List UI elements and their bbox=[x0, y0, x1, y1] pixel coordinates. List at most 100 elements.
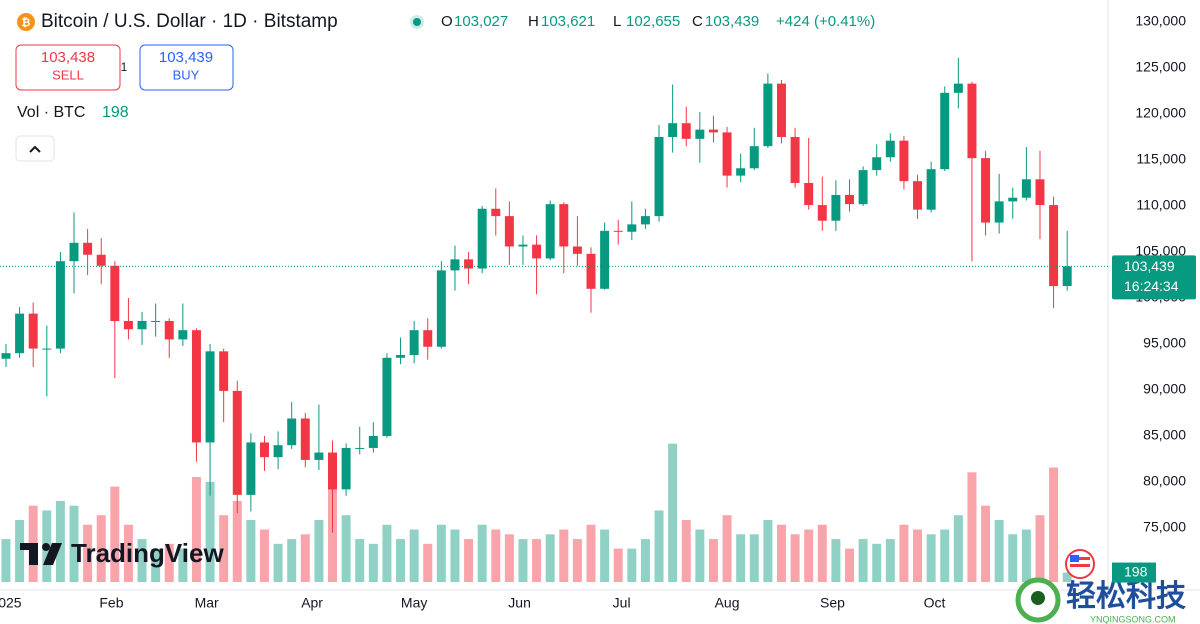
ohlc-label: C bbox=[692, 13, 703, 30]
buy-price: 103,439 bbox=[159, 49, 213, 66]
volume-bar bbox=[232, 500, 242, 582]
logo-text: TradingView bbox=[71, 538, 224, 568]
candle-body bbox=[504, 216, 514, 247]
y-tick-label: 90,000 bbox=[1143, 381, 1186, 397]
watermark-url: YNQINGSONG.COM bbox=[1090, 614, 1176, 624]
candle-body bbox=[205, 351, 215, 443]
candle-body bbox=[981, 158, 991, 223]
candle-body bbox=[477, 208, 487, 269]
sell-button[interactable] bbox=[15, 44, 121, 91]
candle-body bbox=[491, 208, 501, 217]
price-tag-countdown: 16:24:34 bbox=[1124, 278, 1179, 294]
volume-bar bbox=[1049, 467, 1059, 582]
ohlc-value: 103,439 bbox=[705, 13, 759, 30]
volume-bar bbox=[287, 539, 297, 582]
candle-body bbox=[545, 204, 555, 259]
volume-bar bbox=[436, 524, 446, 582]
candle-body bbox=[831, 194, 841, 221]
volume-bar bbox=[123, 524, 133, 582]
candle-body bbox=[314, 452, 324, 460]
volume-tag bbox=[1112, 562, 1156, 583]
y-tick-label: 80,000 bbox=[1143, 473, 1186, 489]
candle-body bbox=[708, 129, 718, 133]
x-tick-label: Oct bbox=[924, 595, 946, 611]
volume-bar bbox=[1008, 534, 1018, 582]
candle-body bbox=[137, 320, 147, 330]
volume-bar bbox=[953, 515, 963, 582]
volume-title: Vol · BTC bbox=[17, 104, 85, 121]
candle-body bbox=[736, 168, 746, 176]
buy-label: BUY bbox=[173, 67, 200, 82]
volume-bar bbox=[15, 519, 25, 582]
candle-body bbox=[464, 259, 474, 269]
candle-body bbox=[110, 265, 120, 321]
volume-bar bbox=[300, 534, 310, 582]
x-tick-label: Aug bbox=[715, 595, 740, 611]
volume-bar bbox=[1062, 572, 1072, 582]
volume-bar bbox=[708, 539, 718, 582]
volume-bar bbox=[314, 519, 324, 582]
y-tick-label: 110,000 bbox=[1136, 197, 1186, 213]
volume-bar bbox=[668, 443, 678, 582]
volume-bar bbox=[763, 519, 773, 582]
candle-body bbox=[532, 244, 542, 259]
candle-body bbox=[845, 194, 854, 205]
volume-bar bbox=[613, 548, 623, 582]
candle-body bbox=[382, 357, 392, 436]
volume-bar bbox=[55, 500, 65, 582]
ohlc-value: 103,027 bbox=[454, 13, 508, 30]
candle-body bbox=[695, 129, 705, 139]
volume-bar bbox=[164, 543, 174, 582]
volume-bar bbox=[368, 543, 378, 582]
volume-bar bbox=[355, 539, 365, 582]
candle-body bbox=[899, 140, 909, 182]
x-tick-label: May bbox=[401, 595, 427, 611]
collapse-button[interactable] bbox=[15, 135, 55, 162]
candle-body bbox=[654, 136, 664, 217]
ohlc-value: 102,655 bbox=[626, 13, 680, 30]
flag-stripe bbox=[1070, 564, 1090, 567]
ohlc-label: L bbox=[613, 13, 621, 30]
volume-bar bbox=[572, 539, 582, 582]
volume-bar bbox=[804, 529, 814, 582]
candle-body bbox=[559, 204, 569, 247]
candle-body bbox=[42, 348, 52, 350]
candle-body bbox=[1021, 179, 1031, 198]
buy-button[interactable] bbox=[139, 44, 234, 91]
candle-body bbox=[926, 169, 936, 210]
volume-bar bbox=[559, 529, 569, 582]
volume-bar bbox=[409, 529, 419, 582]
volume-bar bbox=[681, 519, 691, 582]
candle-body bbox=[396, 355, 406, 358]
x-tick-label: Feb bbox=[99, 595, 123, 611]
sell-price: 103,438 bbox=[41, 49, 95, 66]
y-tick-label: 95,000 bbox=[1143, 335, 1186, 351]
volume-bar bbox=[450, 529, 460, 582]
quantity: 1 bbox=[121, 60, 128, 74]
x-tick-label: Sep bbox=[820, 595, 845, 611]
volume-bar bbox=[994, 519, 1004, 582]
volume-bar bbox=[586, 524, 596, 582]
candle-body bbox=[259, 442, 269, 458]
candle-body bbox=[450, 259, 460, 271]
candle-body bbox=[572, 246, 582, 254]
candle-body bbox=[178, 330, 188, 340]
candle-body bbox=[940, 92, 950, 170]
candle-body bbox=[164, 320, 174, 340]
price-tag bbox=[1112, 255, 1196, 300]
volume-bar bbox=[872, 543, 882, 582]
flag-stripe bbox=[1070, 557, 1090, 560]
candle-body bbox=[232, 390, 242, 495]
candle-body bbox=[681, 123, 691, 139]
candle-body bbox=[776, 83, 786, 137]
candle-body bbox=[1035, 179, 1045, 206]
volume-bar bbox=[600, 529, 610, 582]
volume-bar bbox=[259, 529, 269, 582]
candle-body bbox=[817, 205, 827, 221]
volume-bar bbox=[776, 524, 786, 582]
candle-body bbox=[83, 242, 93, 255]
volume-bar bbox=[736, 534, 746, 582]
volume-bar bbox=[981, 505, 991, 582]
